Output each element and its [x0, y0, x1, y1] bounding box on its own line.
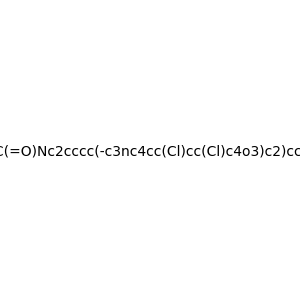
- Text: COc1cc(C(=O)Nc2cccc(-c3nc4cc(Cl)cc(Cl)c4o3)c2)cc(OC)c1OC: COc1cc(C(=O)Nc2cccc(-c3nc4cc(Cl)cc(Cl)c4…: [0, 145, 300, 158]
